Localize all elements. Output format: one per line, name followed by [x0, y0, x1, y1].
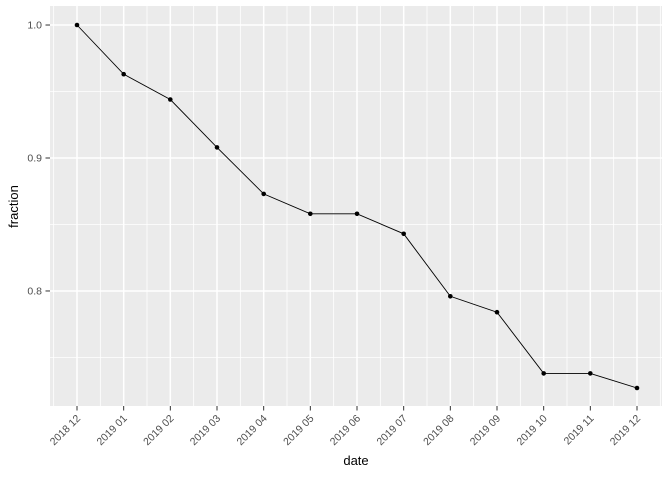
- x-tick-label: 2019 03: [188, 413, 223, 448]
- x-tick-label: 2019 05: [281, 413, 316, 448]
- data-point: [588, 371, 593, 376]
- y-tick-label: 1.0: [27, 20, 42, 32]
- data-point: [214, 145, 220, 150]
- data-point: [74, 22, 80, 28]
- data-point: [634, 385, 640, 391]
- x-axis-title: date: [343, 453, 369, 468]
- plot-panel: [50, 6, 662, 406]
- data-point: [494, 309, 500, 315]
- x-tick-label: 2019 11: [562, 413, 597, 448]
- data-point: [448, 294, 453, 299]
- x-tick-label: 2019 04: [234, 413, 269, 448]
- data-point: [354, 211, 360, 217]
- x-tick-label: 2019 10: [514, 413, 549, 448]
- y-axis-title: fraction: [2, 6, 24, 406]
- x-tick-label: 2019 06: [328, 413, 363, 448]
- x-tick-label: 2019 12: [608, 413, 643, 448]
- data-point: [168, 97, 173, 102]
- x-tick-label: 2019 08: [421, 413, 456, 448]
- data-point: [541, 371, 546, 376]
- data-point: [261, 191, 267, 197]
- x-tick-label: 2019 01: [94, 413, 129, 448]
- y-tick-label: 0.8: [27, 285, 42, 297]
- y-axis-title-text: fraction: [5, 184, 21, 228]
- data-point: [121, 71, 126, 77]
- x-tick-label: 2019 02: [141, 413, 176, 448]
- y-tick-label: 0.9: [27, 152, 42, 164]
- x-tick-label: 2019 07: [374, 413, 409, 448]
- x-tick-label: 2018 12: [48, 413, 83, 448]
- data-point: [308, 211, 313, 217]
- data-point: [401, 231, 407, 237]
- x-tick-label: 2019 09: [468, 413, 503, 448]
